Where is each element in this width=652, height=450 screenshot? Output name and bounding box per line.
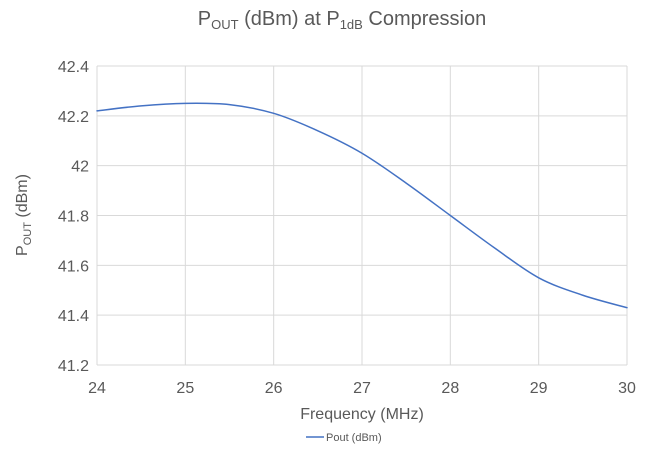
- y-tick-label: 41.8: [58, 209, 89, 226]
- y-tick-label: 42.2: [58, 109, 89, 126]
- x-tick-label: 27: [353, 380, 371, 397]
- y-axis-title-end: (dBm): [14, 174, 31, 222]
- y-axis-title: POUT (dBm): [14, 174, 34, 256]
- x-tick-label: 24: [88, 380, 106, 397]
- chart-title-end: Compression: [363, 8, 486, 30]
- chart-title-middle: (dBm) at P: [239, 8, 340, 30]
- y-axis-title-main: P: [14, 245, 31, 256]
- x-tick-label: 28: [441, 380, 459, 397]
- y-axis-title-subscript: OUT: [22, 222, 34, 246]
- y-axis-ticks: 41.2 41.4 41.6 41.8 42 42.2 42.4: [58, 59, 89, 375]
- y-tick-label: 41.2: [58, 358, 89, 375]
- gridlines: [96, 65, 628, 366]
- x-tick-label: 29: [530, 380, 548, 397]
- y-tick-label: 41.4: [58, 308, 89, 325]
- x-axis-ticks: 24 25 26 27 28 29 30: [88, 380, 636, 397]
- chart-title-subscript-out: OUT: [211, 17, 239, 32]
- series-line-0: [96, 102, 628, 309]
- legend-label-pout: Pout (dBm): [326, 432, 382, 444]
- y-tick-label: 41.6: [58, 258, 89, 275]
- x-axis-title: Frequency (MHz): [300, 406, 424, 423]
- chart-title: POUT (dBm) at P1dB Compression: [198, 8, 486, 32]
- chart-title-subscript-1db: 1dB: [340, 17, 363, 32]
- x-tick-label: 30: [618, 380, 636, 397]
- x-tick-label: 26: [265, 380, 283, 397]
- legend: Pout (dBm): [306, 432, 382, 444]
- y-tick-label: 42: [71, 159, 89, 176]
- chart-title-main: P: [198, 8, 211, 30]
- series-group: [96, 102, 628, 309]
- y-tick-label: 42.4: [58, 59, 89, 76]
- x-tick-label: 25: [176, 380, 194, 397]
